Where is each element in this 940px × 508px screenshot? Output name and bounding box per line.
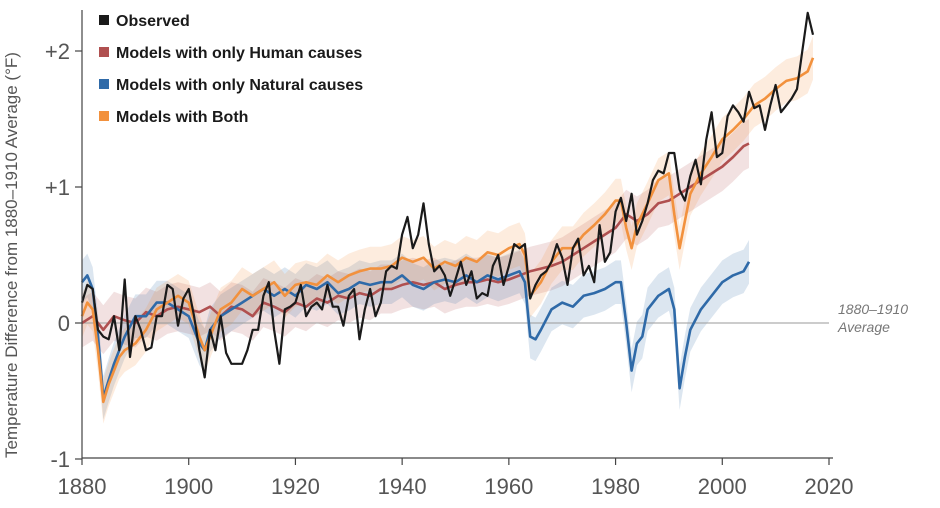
- models-with-only-human-causes-legend-swatch: [99, 47, 109, 57]
- y-axis-label: Temperature Difference from 1880–1910 Av…: [2, 52, 21, 458]
- uncertainty-bands: [82, 36, 813, 424]
- observed-legend-swatch: [99, 15, 109, 25]
- x-tick-label: 1940: [378, 474, 427, 499]
- observed-line: [80, 11, 815, 379]
- models-with-only-natural-causes-band: [82, 240, 749, 420]
- models-with-both-legend-swatch: [99, 111, 109, 121]
- legend: Observed Models with only Human causes Mod…: [99, 13, 363, 126]
- models-with-only-human-causes-band: [82, 119, 749, 355]
- x-tick-label: 1980: [591, 474, 640, 499]
- models-with-both-band: [82, 36, 813, 424]
- models-with-only-natural-causes-line: [80, 261, 751, 400]
- annotation-line-2: Average: [837, 319, 890, 335]
- legend-label: Models with Both: [116, 109, 248, 126]
- x-tick-label: 1880: [58, 474, 107, 499]
- y-tick-label: 0: [58, 311, 70, 336]
- y-tick-label: +2: [45, 39, 70, 64]
- x-tick-label: 2020: [805, 474, 854, 499]
- y-tick-label: +1: [45, 175, 70, 200]
- models-with-only-natural-causes-legend-swatch: [99, 79, 109, 89]
- annotation-line-1: 1880–1910: [838, 301, 908, 317]
- legend-label: Models with only Human causes: [116, 45, 362, 62]
- legend-label: Observed: [116, 13, 190, 30]
- series-lines: [80, 11, 815, 404]
- x-tick-label: 1900: [164, 474, 213, 499]
- axes: 1880 1900 1920 1940 1960 1980 2000 2020 -1 0 +1 +2: [45, 10, 854, 499]
- x-tick-label: 1960: [484, 474, 533, 499]
- x-tick-label: 1920: [271, 474, 320, 499]
- baseline-annotation: 1880–1910 Average: [837, 301, 908, 335]
- legend-label: Models with only Natural causes: [116, 77, 363, 94]
- y-tick-label: -1: [50, 447, 70, 472]
- x-tick-label: 2000: [698, 474, 747, 499]
